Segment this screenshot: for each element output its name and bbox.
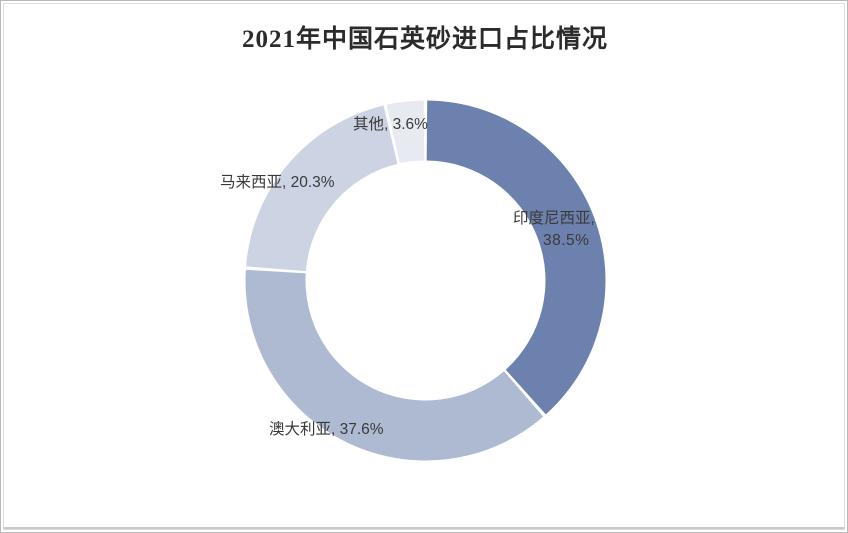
page-title: 2021年中国石英砂进口占比情况 bbox=[241, 26, 608, 53]
slice-label-other-text: 其他, 3.6% bbox=[353, 116, 428, 133]
donut-chart bbox=[245, 100, 606, 461]
slice-label-australia-text: 澳大利亚, 37.6% bbox=[269, 421, 384, 438]
slice-label-indonesia: 印度尼西亚, 38.5% bbox=[513, 208, 595, 253]
slice-label-malaysia: 马来西亚, 20.3% bbox=[220, 172, 335, 194]
donut-slice-4[interactable] bbox=[386, 100, 425, 164]
slice-label-australia: 澳大利亚, 37.6% bbox=[269, 419, 384, 441]
slice-label-indonesia-name: 印度尼西亚, bbox=[513, 210, 595, 227]
donut-slice-2[interactable] bbox=[245, 269, 544, 461]
slice-label-indonesia-value: 38.5% bbox=[543, 232, 590, 250]
bottom-rule bbox=[4, 527, 844, 529]
slice-label-other: 其他, 3.6% bbox=[353, 114, 428, 136]
donut-segment-group bbox=[245, 100, 606, 461]
slice-label-malaysia-text: 马来西亚, 20.3% bbox=[220, 174, 335, 191]
donut-slice-1[interactable] bbox=[426, 100, 606, 415]
donut-svg bbox=[245, 100, 606, 461]
donut-slice-3[interactable] bbox=[246, 105, 398, 272]
